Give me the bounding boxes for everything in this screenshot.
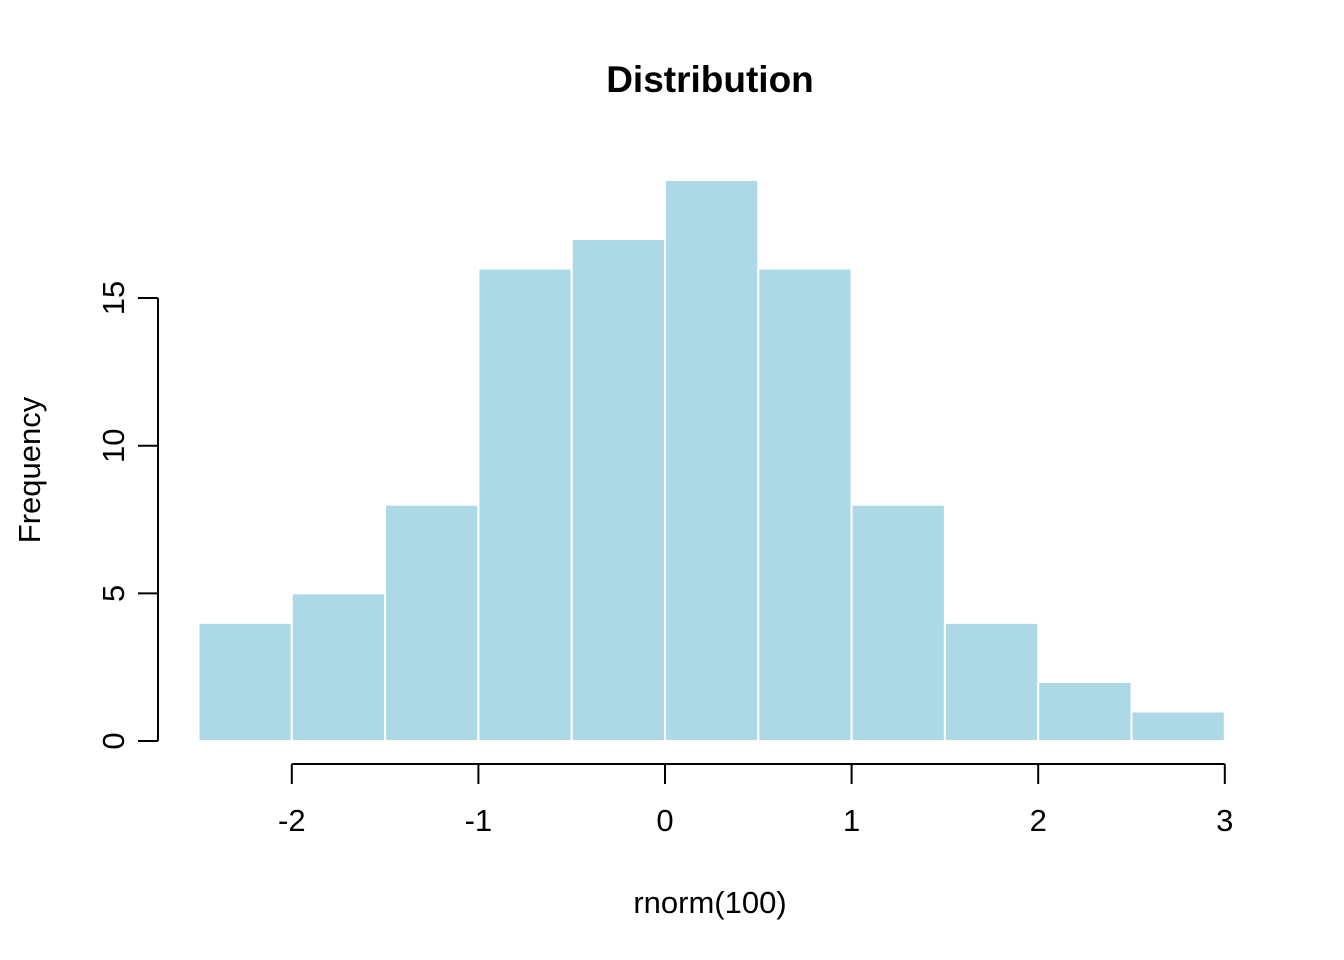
y-tick-label: 15 <box>96 281 131 315</box>
histogram-bar <box>943 621 1040 743</box>
y-tick-label: 10 <box>96 428 131 462</box>
y-axis: 0 5 10 15 <box>96 281 159 750</box>
x-tick-label: 1 <box>843 803 860 838</box>
x-axis: -2 -1 0 1 2 3 <box>278 763 1233 838</box>
x-tick-label: -1 <box>465 803 493 838</box>
x-tick-label: -2 <box>278 803 306 838</box>
histogram-bar <box>850 503 946 743</box>
histogram-bar <box>664 178 760 742</box>
x-axis-label: rnorm(100) <box>633 885 786 920</box>
y-tick-label: 0 <box>96 732 131 749</box>
x-tick-label: 0 <box>656 803 673 838</box>
y-tick-label: 5 <box>96 585 131 602</box>
x-tick-label: 2 <box>1030 803 1047 838</box>
histogram-bar <box>757 267 853 742</box>
chart-title: Distribution <box>606 59 814 100</box>
y-axis-label: Frequency <box>12 396 47 543</box>
histogram-bar <box>290 592 387 742</box>
bars-group <box>197 178 1226 743</box>
histogram-bar <box>1130 710 1226 742</box>
histogram-bar <box>570 237 667 743</box>
histogram-bar <box>477 267 573 742</box>
histogram-bar <box>197 621 293 743</box>
histogram-bar <box>1037 680 1133 743</box>
histogram-bar <box>384 503 480 743</box>
x-tick-label: 3 <box>1216 803 1233 838</box>
